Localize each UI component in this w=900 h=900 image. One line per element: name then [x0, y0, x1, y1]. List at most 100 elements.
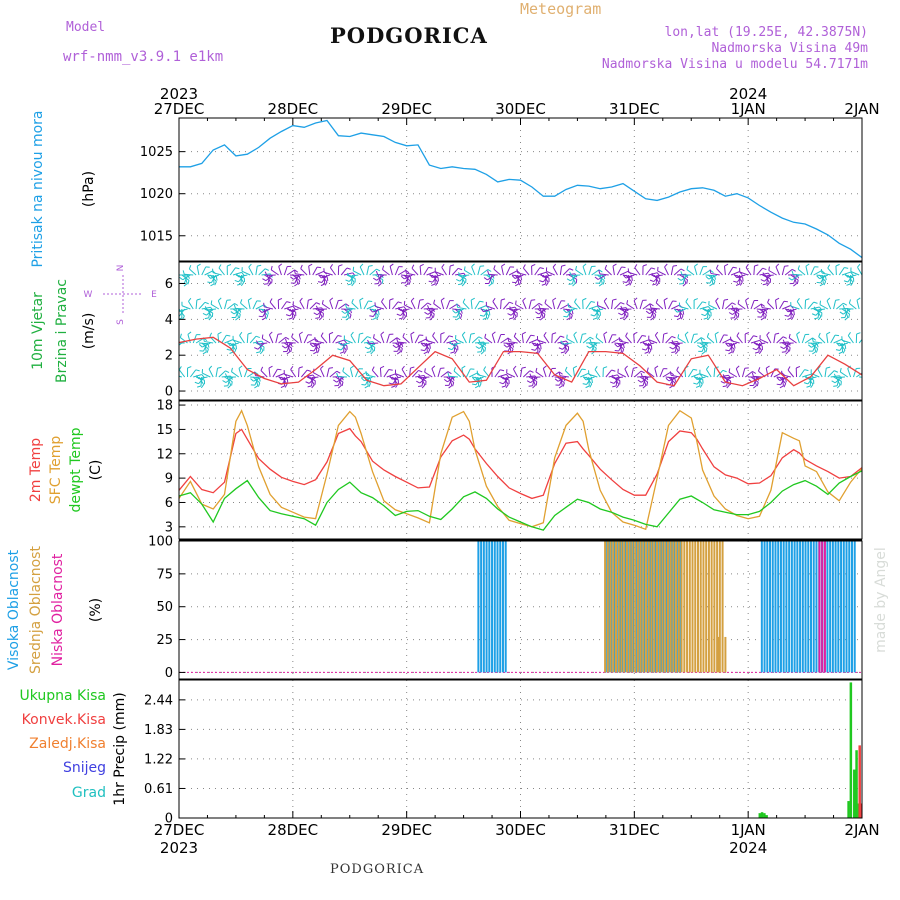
wind-barb-flag: [611, 374, 615, 379]
wind-barb-flag: [836, 384, 841, 389]
wind-barb: [857, 266, 862, 276]
wind-barb-flag: [693, 368, 698, 371]
wind-barb: [597, 274, 607, 280]
wind-barb: [188, 301, 194, 310]
wind-barb: [759, 308, 769, 314]
wind-barb-flag: [842, 349, 846, 354]
wind-barb-flag: [269, 298, 273, 303]
wind-barb-flag: [737, 299, 740, 304]
wind-barb-flag: [284, 338, 288, 343]
wind-barb-flag: [654, 314, 657, 319]
wind-barb-flag: [299, 331, 303, 335]
wind-barb-flag: [373, 334, 375, 339]
wind-barb: [776, 336, 784, 344]
wind-barb: [708, 274, 718, 280]
wind-barb: [589, 342, 598, 349]
wind-barb-flag: [500, 369, 505, 372]
wind-barb: [394, 266, 400, 276]
wind-barb: [221, 335, 227, 344]
wind-barb-flag: [514, 283, 519, 287]
wind-barb-flag: [752, 347, 757, 351]
wind-barb: [202, 342, 211, 348]
wind-barb-flag: [701, 337, 705, 341]
wind-barb: [389, 266, 393, 276]
precip-bar: [847, 801, 850, 818]
wind-barb: [313, 372, 322, 378]
wind-barb-flag: [815, 348, 819, 353]
y-tick-label: 0: [165, 812, 173, 827]
wind-barb-flag: [364, 346, 369, 350]
wind-barb-flag: [452, 310, 456, 314]
wind-barb-flag: [309, 343, 314, 348]
wind-barb: [670, 266, 674, 276]
wind-barb-flag: [868, 383, 869, 387]
wind-barb-flag: [367, 336, 372, 339]
wind-barb-flag: [486, 315, 490, 320]
wind-barb-flag: [488, 283, 493, 287]
wind-barb-flag: [290, 348, 293, 353]
wind-barb-flag: [797, 265, 800, 270]
wind-barb-flag: [650, 317, 655, 321]
wind-barb-flag: [693, 382, 698, 385]
wind-barb: [684, 334, 689, 344]
wind-barb-flag: [816, 275, 820, 280]
wind-barb-flag: [470, 297, 475, 301]
compass-w: W: [84, 290, 93, 300]
wind-barb: [608, 334, 613, 344]
wind-barb: [359, 300, 362, 310]
wind-barb-flag: [848, 313, 851, 319]
wind-barb: [414, 334, 420, 344]
wind-barb: [241, 270, 251, 276]
wind-barb: [512, 308, 516, 318]
wind-barb-flag: [294, 283, 298, 287]
wind-barb-flag: [631, 276, 633, 281]
wind-barb: [397, 269, 407, 276]
wind-barb-flag: [418, 373, 421, 379]
wind-barb-flag: [480, 308, 484, 312]
wind-barb-flag: [744, 332, 750, 335]
wind-barb: [599, 274, 604, 284]
wind-barb: [252, 300, 258, 310]
wind-barb: [459, 274, 467, 282]
wind-barb-flag: [676, 317, 681, 321]
precip-legend-0: Ukupna Kisa: [19, 688, 106, 704]
wind-barb-flag: [762, 272, 766, 277]
wind-barb-flag: [654, 331, 659, 336]
wind-barb: [833, 300, 837, 310]
y-tick-label: 3: [165, 520, 173, 535]
wind-barb: [839, 342, 848, 347]
wind-barb-flag: [680, 315, 684, 320]
wind-barb-flag: [707, 316, 711, 321]
wind-barb: [286, 342, 291, 352]
wind-barb-flag: [724, 298, 729, 301]
wind-barb: [278, 266, 282, 276]
wind-barb-flag: [775, 332, 780, 335]
wind-barb: [494, 369, 501, 378]
wind-barb-flag: [737, 313, 740, 318]
wind-barb: [392, 376, 402, 380]
wind-barb: [400, 274, 410, 277]
wind-barb-flag: [775, 263, 780, 268]
wind-barb-flag: [575, 265, 578, 271]
wind-barb-flag: [240, 282, 245, 287]
wind-barb: [585, 376, 595, 381]
wind-barb: [281, 301, 288, 310]
wind-barb-flag: [560, 335, 565, 338]
wind-barb-flag: [640, 370, 645, 374]
wind-barb-flag: [733, 344, 736, 349]
wind-barb-flag: [478, 339, 481, 344]
wind-barb-flag: [179, 366, 182, 371]
wind-barb-flag: [483, 366, 487, 371]
wind-barb-flag: [264, 268, 269, 271]
wind-barb: [691, 373, 700, 378]
wind-barb-flag: [513, 365, 517, 370]
wind-barb: [363, 300, 369, 310]
temp-unit: (C): [88, 460, 104, 481]
wind-barb: [225, 376, 234, 383]
wind-barb-flag: [411, 264, 415, 269]
wind-barb: [657, 270, 666, 276]
wind-barb: [690, 334, 695, 344]
wind-barb-flag: [392, 344, 397, 349]
wind-barb-flag: [626, 300, 629, 305]
wind-barb-flag: [663, 297, 668, 301]
